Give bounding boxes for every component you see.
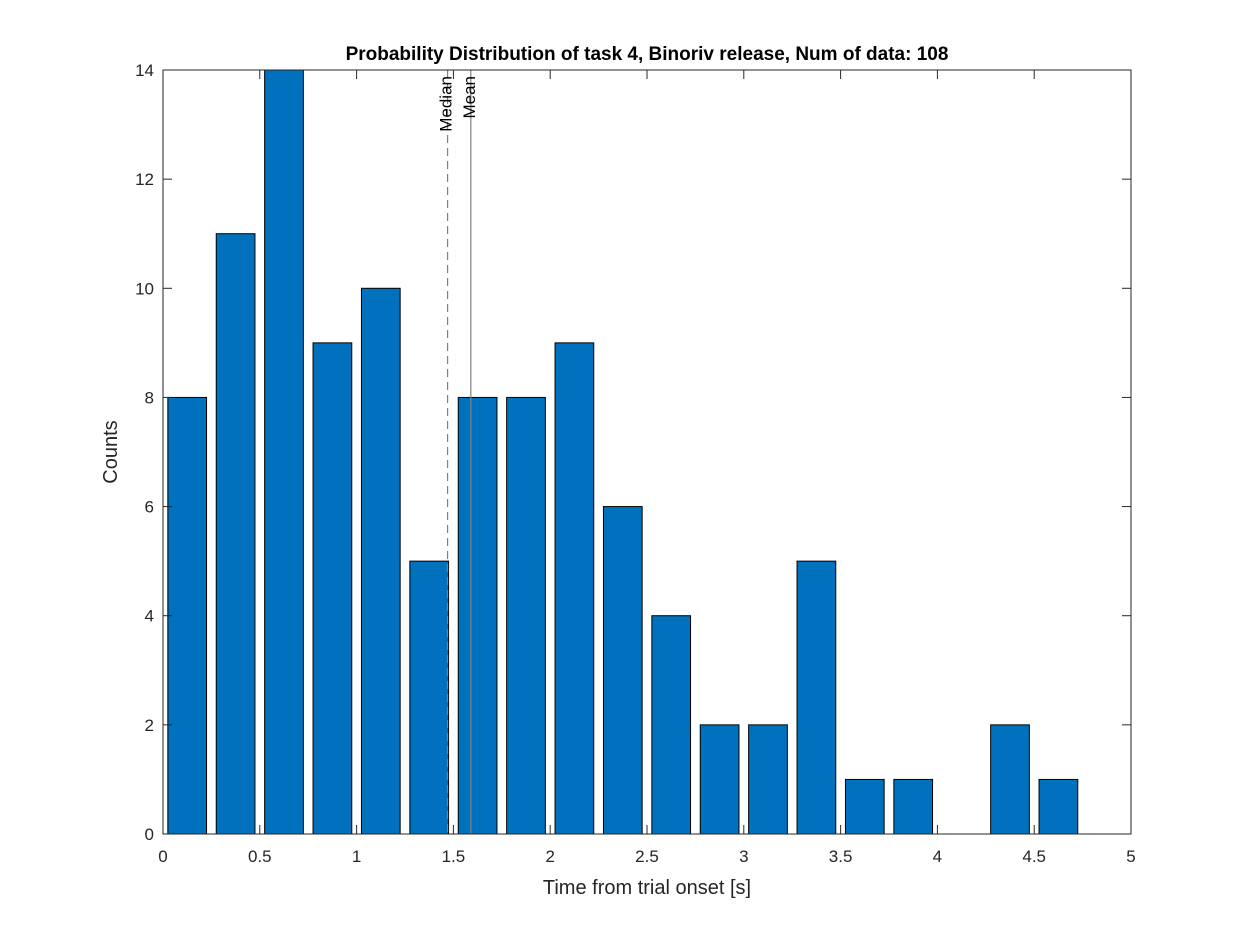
histogram-bar-18	[990, 724, 1030, 835]
y-tick-label: 10	[135, 279, 154, 298]
x-tick-label: 3	[739, 847, 748, 866]
histogram-bar-8	[506, 396, 546, 835]
x-tick-label: 0.5	[248, 847, 272, 866]
histogram-bar-16	[893, 778, 934, 835]
y-tick-label: 8	[145, 388, 154, 407]
histogram-bar-2	[215, 233, 256, 835]
reference-lines-layer: Median Mean	[437, 70, 479, 834]
histogram-bar-3	[264, 69, 304, 835]
x-tick-label: 5	[1126, 847, 1135, 866]
x-tick-label: 1.5	[442, 847, 466, 866]
histogram-bar-12	[699, 724, 740, 835]
median-line-label: Median	[437, 76, 456, 132]
y-tick-label: 14	[135, 61, 154, 80]
histogram-bar-13	[748, 724, 788, 835]
histogram-bar-15	[844, 778, 885, 835]
y-axis-label: Counts	[100, 420, 122, 483]
histogram-bar-9	[554, 342, 595, 835]
y-tick-label: 4	[145, 607, 154, 626]
x-tick-label: 2.5	[635, 847, 659, 866]
x-tick-label: 1	[352, 847, 361, 866]
y-tick-label: 12	[135, 170, 154, 189]
ticks-layer: 0 0.5 1 1.5 2 2.5 3 3.5 4 4.5 5 0 2 4 6 8 10 12 14	[135, 61, 1136, 866]
plot-area-background	[163, 70, 1131, 834]
histogram-bar-6	[409, 560, 450, 835]
x-tick-label: 4	[933, 847, 942, 866]
x-tick-label: 2	[545, 847, 554, 866]
histogram-bar-19	[1038, 778, 1079, 835]
x-axis-label: Time from trial onset [s]	[543, 877, 751, 899]
histogram-bar-10	[602, 506, 643, 835]
y-tick-label: 2	[145, 716, 154, 735]
histogram-bar-5	[360, 287, 401, 835]
x-tick-label: 0	[158, 847, 167, 866]
mean-line-label: Mean	[460, 76, 479, 119]
y-tick-label: 0	[145, 825, 154, 844]
chart-title: Probability Distribution of task 4, Bino…	[346, 44, 949, 65]
x-tick-label: 4.5	[1022, 847, 1046, 866]
x-tick-label: 3.5	[829, 847, 853, 866]
y-tick-label: 6	[145, 498, 154, 517]
histogram-bar-4	[312, 342, 353, 835]
histogram-bar-1	[167, 396, 208, 835]
histogram-bar-11	[651, 615, 692, 835]
histogram-bar-14	[796, 560, 837, 835]
bars-layer	[167, 69, 1079, 835]
histogram-bar-7	[457, 396, 498, 835]
